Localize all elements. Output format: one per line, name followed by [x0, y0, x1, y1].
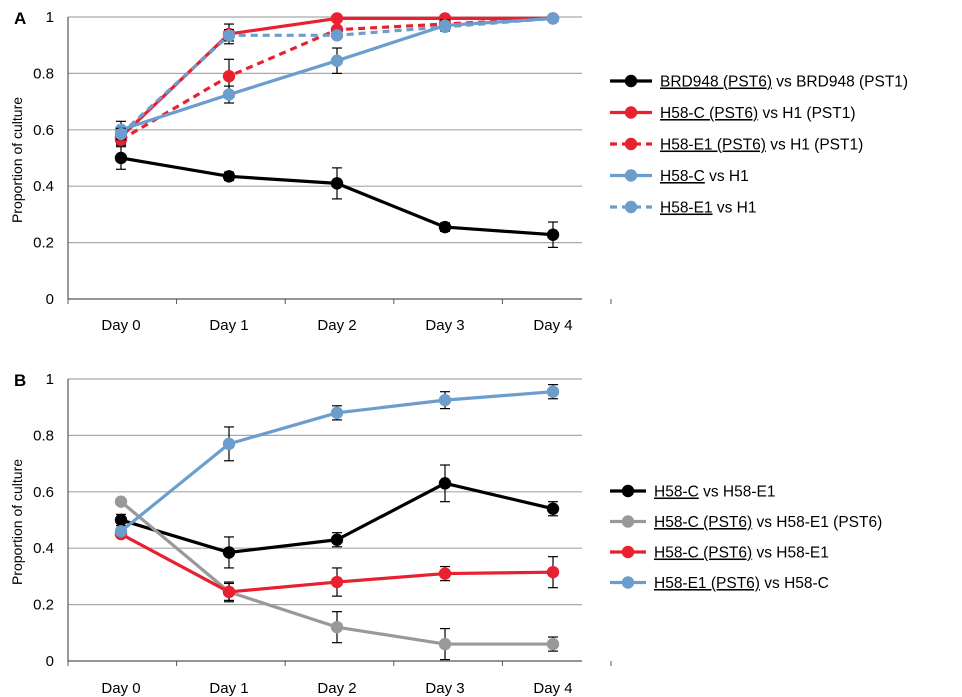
panel-a-data-point [546, 12, 560, 25]
panel-b-x-tick-label: Day 3 [425, 680, 464, 697]
panel-b-y-tick-label: 1 [46, 371, 54, 388]
panel-b-legend-swatch-marker [621, 576, 635, 589]
panel-a-legend-swatch-marker [624, 200, 638, 214]
panel-b-plot-area: 0 0.2 0.4 0.6 0.8 1 Day 0 Day 1 Day 2 Day 3 Day 4 [33, 371, 612, 697]
panel-a-y-tick-label: 0.4 [33, 178, 54, 195]
panel-b-series-1 [114, 464, 560, 569]
panel-b-x-tick-label: Day 2 [317, 680, 356, 697]
panel-b-legend-label: H58-C (PST6) vs H58-E1 (PST6) [654, 514, 882, 531]
panel-a-plot-area: 0 0.2 0.4 0.6 0.8 1 Day 0 Day 1 Day 2 Day 3 Day 4 [33, 9, 612, 334]
panel-a-x-tick-label: Day 1 [209, 317, 248, 334]
panel-b-legend-label: H58-C vs H58-E1 [654, 484, 775, 501]
panel-a-data-point [546, 228, 560, 241]
panel-b-data-point [330, 406, 344, 420]
panel-a-legend-item: H58-C vs H1 [610, 168, 749, 185]
panel-b-legend-label: H58-C (PST6) vs H58-E1 [654, 545, 829, 562]
panel-b-legend-item: H58-C (PST6) vs H58-E1 [610, 545, 829, 562]
panel-a-x-tick-label: Day 3 [425, 317, 464, 334]
panel-b: B Proportion of culture 0 0.2 0.4 0.6 0.8 1 Da… [9, 371, 882, 697]
panel-a-legend-swatch-marker [624, 137, 638, 151]
panel-b-legend: H58-C vs H58-E1 H58-C (PST6) vs H58-E1 (P… [610, 484, 882, 592]
panel-b-data-point [222, 585, 236, 599]
panel-b-data-point [114, 525, 128, 538]
panel-a-legend-label: H58-C (PST6) vs H1 (PST1) [660, 105, 856, 122]
panel-a-series-5 [114, 12, 560, 141]
panel-b-data-point [114, 495, 128, 508]
panel-a-legend-label: H58-C vs H1 [660, 168, 749, 185]
panel-a-y-tick-label: 0.8 [33, 65, 54, 82]
panel-b-legend-label: H58-E1 (PST6) vs H58-C [654, 575, 829, 592]
panel-a-data-point [222, 70, 236, 83]
panel-a-legend-item: H58-C (PST6) vs H1 (PST1) [610, 105, 856, 122]
panel-b-data-point [438, 477, 452, 490]
panel-b-data-point [546, 637, 560, 651]
panel-b-y-tick-label: 0.4 [33, 540, 54, 557]
panel-a-y-axis-label: Proportion of culture [9, 97, 25, 223]
panel-a-data-point [330, 12, 344, 25]
panel-b-data-point [330, 533, 344, 546]
panel-a-x-tick-label: Day 4 [533, 317, 572, 334]
panel-a-series-1 [114, 146, 560, 248]
panel-b-y-tick-label: 0.6 [33, 484, 54, 501]
panel-b-data-point [438, 567, 452, 580]
panel-a-data-point [330, 29, 344, 42]
panel-b-series-4 [114, 384, 560, 538]
panel-b-y-tick-label: 0.2 [33, 597, 54, 614]
panel-a-data-point [438, 20, 452, 34]
panel-a-y-tick-label: 1 [46, 9, 54, 26]
panel-a-legend-swatch-marker [624, 74, 638, 88]
panel-a-letter: A [14, 9, 26, 28]
panel-b-data-point [546, 565, 560, 579]
panel-a-y-tick-label: 0.2 [33, 235, 54, 252]
panel-b-data-point [438, 637, 452, 651]
panel-b-data-point [546, 502, 560, 515]
panel-b-y-tick-label: 0 [46, 653, 54, 670]
panel-a-data-point [114, 151, 128, 165]
panel-a-y-tick-label: 0 [46, 291, 54, 308]
panel-a-data-point [330, 177, 344, 190]
panel-a-x-tick-label: Day 0 [101, 317, 140, 334]
panel-a-x-tick-label: Day 2 [317, 317, 356, 334]
panel-a-legend-label: H58-E1 (PST6) vs H1 (PST1) [660, 137, 863, 154]
panel-b-y-axis-label: Proportion of culture [9, 459, 25, 585]
panel-b-y-tick-label: 0.8 [33, 427, 54, 444]
panel-b-x-tick-label: Day 4 [533, 680, 572, 697]
panel-b-data-point [330, 575, 344, 589]
panel-a-data-point [222, 29, 236, 42]
panel-b-legend-item: H58-C (PST6) vs H58-E1 (PST6) [610, 514, 882, 531]
panel-a-legend-label: BRD948 (PST6) vs BRD948 (PST1) [660, 74, 908, 91]
panel-b-data-point [438, 393, 452, 407]
panel-a-data-point [222, 88, 236, 101]
panel-b-data-point [222, 437, 236, 451]
panel-a-data-point [114, 127, 128, 141]
panel-b-data-point [222, 546, 236, 559]
panel-a-y-tick-label: 0.6 [33, 122, 54, 139]
panel-b-legend-item: H58-C vs H58-E1 [610, 484, 775, 501]
panel-b-legend-swatch-marker [621, 515, 635, 528]
panel-a-legend: BRD948 (PST6) vs BRD948 (PST1) H58-C (PST… [610, 74, 908, 217]
panel-b-data-point [114, 513, 128, 527]
panel-a-data-point [330, 54, 344, 67]
panel-a-legend-swatch-marker [624, 169, 638, 182]
panel-a-legend-item: H58-E1 (PST6) vs H1 (PST1) [610, 137, 863, 154]
panel-b-letter: B [14, 371, 26, 390]
panel-a-data-point [222, 170, 236, 183]
panel-a-legend-label: H58-E1 vs H1 [660, 200, 757, 217]
panel-b-legend-swatch-marker [621, 484, 635, 498]
panel-b-data-point [546, 385, 560, 398]
panel-b-x-tick-label: Day 0 [101, 680, 140, 697]
panel-a-legend-item: BRD948 (PST6) vs BRD948 (PST1) [610, 74, 908, 91]
panel-a: A Proportion of culture 0 0.2 0.4 0.6 0.8 1 Da… [9, 9, 908, 334]
panel-b-legend-item: H58-E1 (PST6) vs H58-C [610, 575, 829, 592]
panel-a-legend-item: H58-E1 vs H1 [610, 200, 757, 217]
panel-a-data-point [438, 220, 452, 234]
panel-b-legend-swatch-marker [621, 545, 635, 559]
panel-b-data-point [330, 620, 344, 634]
panel-b-x-tick-label: Day 1 [209, 680, 248, 697]
panel-a-legend-swatch-marker [624, 106, 638, 119]
